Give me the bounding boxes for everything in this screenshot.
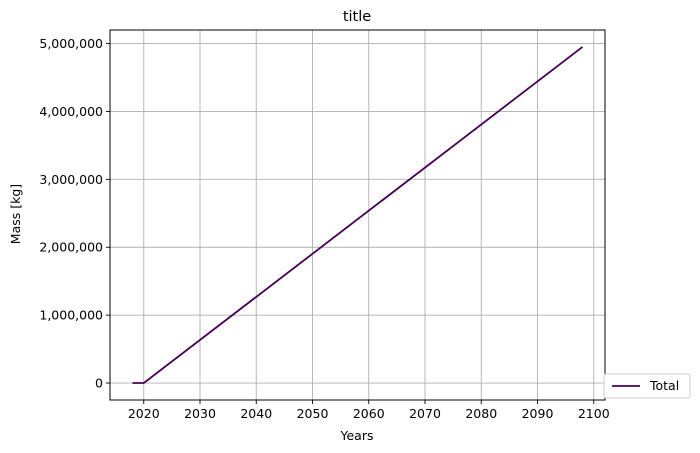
x-tick-label: 2020 (128, 406, 160, 421)
axis-ticks: 2020 2030 2040 2050 2060 2070 2080 2090 2100 0 1,0… (39, 36, 609, 421)
legend-label-total: Total (649, 378, 679, 393)
series-line-total (132, 46, 584, 384)
chart-title: title (343, 9, 371, 25)
x-tick-label: 2070 (409, 406, 441, 421)
x-tick-label: 2060 (353, 406, 385, 421)
y-axis-title: Mass [kg] (8, 184, 23, 244)
y-tick-label: 2,000,000 (39, 240, 103, 255)
y-tick-label: 3,000,000 (39, 172, 103, 187)
y-tick-label: 1,000,000 (39, 308, 103, 323)
x-tick-label: 2100 (578, 406, 610, 421)
legend-frame (603, 373, 691, 399)
x-axis-title: Years (340, 428, 374, 443)
grid-lines (110, 30, 605, 400)
x-tick-label: 2050 (297, 406, 329, 421)
y-tick-label: 5,000,000 (39, 36, 103, 51)
series-layer (132, 46, 584, 384)
x-tick-label: 2040 (240, 406, 272, 421)
y-tick-label: 4,000,000 (39, 104, 103, 119)
legend: Total (603, 373, 691, 399)
x-tick-label: 2080 (465, 406, 497, 421)
x-tick-label: 2030 (184, 406, 216, 421)
y-tick-label: 0 (95, 376, 103, 391)
x-tick-label: 2090 (522, 406, 554, 421)
plot-frame (109, 29, 606, 401)
